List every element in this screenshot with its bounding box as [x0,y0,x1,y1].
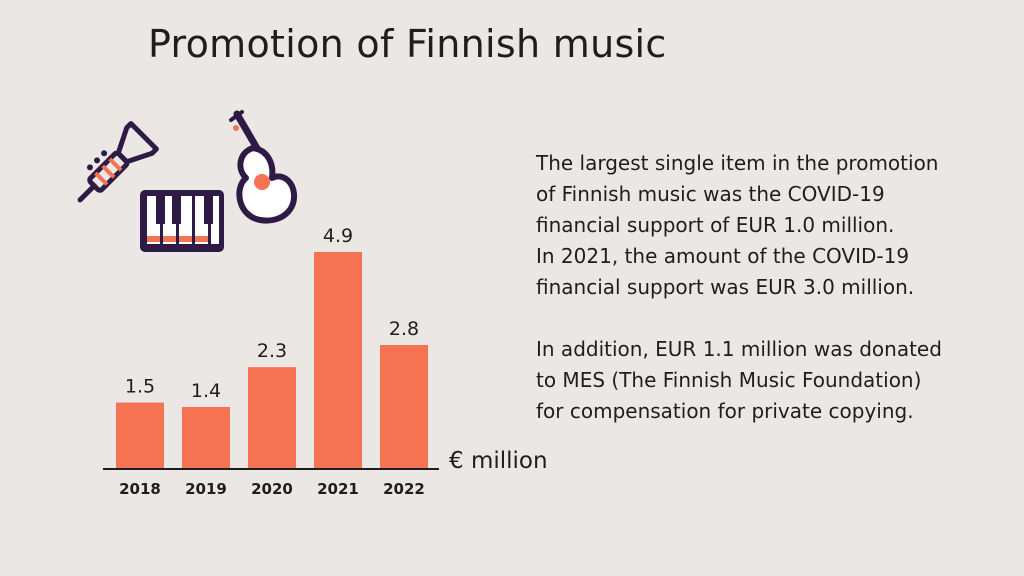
x-tick-label-2022: 2022 [383,480,425,498]
value-label-2022: 2.8 [389,318,419,340]
piano-keys-icon [140,190,224,252]
description-paragraph-2: In addition, EUR 1.1 million was donated… [536,337,942,423]
value-label-2018: 1.5 [125,376,155,398]
x-tick-label-2020: 2020 [251,480,293,498]
x-tick-label-2018: 2018 [119,480,161,498]
x-tick-label-2019: 2019 [185,480,227,498]
bar-2020 [248,367,296,469]
bar-2018 [116,402,164,469]
chart-title: Promotion of Finnish music [148,22,667,66]
music-icons [77,110,297,252]
description-paragraph-1: The largest single item in the promotion… [536,151,939,299]
value-label-2019: 1.4 [191,380,221,402]
trumpet-icon [77,121,159,203]
bar-2022 [380,345,428,469]
bars-layer: 1.5 2018 1.4 2019 2.3 2020 4.9 2021 2.8 2022 [116,225,428,498]
guitar-icon [229,110,297,224]
x-tick-label-2021: 2021 [317,480,359,498]
bar-2019 [182,407,230,469]
bar-2021 [314,252,362,469]
value-label-2021: 4.9 [323,225,353,247]
description-text: The largest single item in the promotion… [536,148,1006,427]
value-label-2020: 2.3 [257,340,287,362]
unit-label: € million [449,448,548,474]
